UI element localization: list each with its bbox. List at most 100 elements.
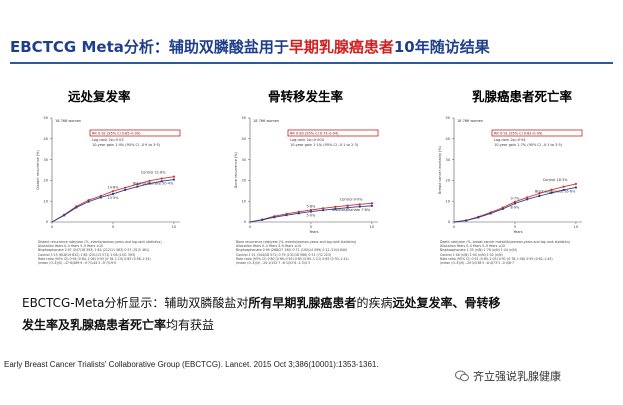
data-point [370,204,373,207]
y-axis-label: Breast cancer mortality (%) [438,145,442,194]
data-point [489,212,492,215]
chart-svg: 0 10 20 30 40 50 0 5 10 Years Breast cancer mortal… [438,116,583,234]
end-label-bisphosphonate: Bisphosphonate 7·8% [332,208,371,212]
data-point [574,186,577,189]
data-point [124,188,127,191]
y-tick-label: 10 [242,199,246,203]
data-point [346,206,349,209]
mid-label-control: 5·8% [306,204,316,208]
summary-part: EBCTCG-Meta分析显示：辅助双膦酸盐对 [22,296,249,310]
data-point [562,185,565,188]
data-point [334,207,337,210]
rr-text: RR 0·83 (95% CI 0·73–0·94) [290,131,339,135]
x-tick-label: 0 [51,225,53,229]
summary-text: EBCTCG-Meta分析显示：辅助双膦酸盐对所有早期乳腺癌患者的疾病远处复发率… [22,292,602,336]
data-point [346,204,349,207]
wechat-icon [455,370,469,382]
table-row: Bisphosphonate 1·35 (n/N) 1·76 (n/N) 1·4… [440,248,517,253]
panel-title-distant: 远处复发率 [68,89,131,104]
rr-highlight-box [491,129,583,137]
y-tick-label: 50 [242,116,246,120]
end-label-bisphosphonate: Bisphosphonate 16·6% [535,189,576,193]
data-point [574,182,578,186]
table-row: Bisphosphonate 2·97 (547/18 393) 1·84 (2… [38,248,150,253]
gain-text: 10-year gain 1·1% (95% CI –0·1 to 2·3) [290,143,359,147]
table-row: Allocation Years 0–4 Years 5–9 Years ≥10 [236,244,302,249]
brand-name: 齐立强说乳腺健康 [473,370,561,383]
data-point [538,192,541,195]
mid-label-bisphosphonate: 5·0% [306,214,316,218]
data-point [285,214,288,217]
data-point [63,214,66,217]
data-point [322,209,325,212]
table-row: Control 1·48 (n/N) 1·94 (n/N) 1·52 (n/N) [440,252,503,257]
y-tick-label: 20 [44,179,48,183]
data-point [148,182,151,185]
table-row: (mean (O–E)/V) –20·5/238·5 –8·4/73·3 –0·… [440,261,514,266]
table-row: Bisphosphonate 0·99 (268/27 190) 0·71 (1… [236,248,348,253]
data-point [160,177,163,180]
y-tick-label: 10 [44,199,48,203]
data-point [111,190,115,193]
y-tick-label: 30 [44,158,48,162]
data-point [562,188,565,191]
data-point [309,210,312,213]
data-point [358,203,361,206]
data-point [526,196,529,199]
table-row: Death rate/year (%, breast cancer mortal… [440,240,571,244]
end-label-bisphosphonate: Bisphosphonate 20·4% [133,182,174,186]
title-divider [10,62,613,64]
brand-watermark: 齐立强说乳腺健康 [455,368,561,384]
table-row: Allocation Years 0–4 Years 5–9 Years ≥10 [38,244,104,249]
data-point [513,202,516,205]
data-point [334,205,337,208]
chart-distant-recurrence: 0 10 20 30 40 50 0 5 10 Distant recurrence (%) 18 … [30,110,200,288]
summary-part: 的疾病 [356,296,393,310]
y-tick-label: 0 [244,220,246,224]
y-tick-label: 40 [446,137,450,141]
data-point [87,200,90,203]
y-tick-label: 30 [242,158,246,162]
data-point [172,175,176,178]
data-point [297,212,300,215]
rr-text: RR 0·92 (95% CI 0·85–0·99) [92,131,141,135]
gain-text: 10-year gain 1·4% (95% CI –0·9 to 3·5) [92,143,161,147]
title-text: EBCTCG Meta分析：辅助双膦酸盐用于 [10,38,289,56]
citation: Early Breast Cancer Trialists' Collabora… [4,360,379,369]
data-point [477,216,480,219]
chart-table: Distant recurrence rate/year (%, events/… [38,240,198,265]
table-row: Control 1·21 (344/28 571) 0·79 (131/16 5… [236,252,332,257]
x-axis-label: Years [513,230,522,234]
y-tick-label: 40 [44,137,48,141]
data-point [501,207,504,210]
x-tick-label: 10 [172,225,176,229]
rr-highlight-box [89,129,181,137]
data-point [538,195,541,197]
mid-label-bisphosphonate: 8·9% [510,205,520,209]
table-row: Rate ratio (95% CI) 0·80 (0·69–0·93) 0·8… [236,256,349,261]
data-point [550,188,553,191]
y-tick-label: 30 [446,158,450,162]
slide-title: EBCTCG Meta分析：辅助双膦酸盐用于早期乳腺癌患者10年随访结果 [10,36,490,57]
chart-table: Bone recurrence rate/year (%, events/wom… [236,240,396,265]
x-tick-label: 5 [310,225,312,229]
y-tick-label: 20 [242,179,246,183]
mid-label-bisphosphonate: 13·5% [107,196,119,200]
y-tick-label: 20 [446,179,450,183]
data-point [273,216,276,219]
y-tick-label: 50 [44,116,48,120]
summary-part: 均有获益 [166,318,215,332]
y-axis-label: Distant recurrence (%) [36,150,40,190]
chart-breast-cancer-mortality: 0 10 20 30 40 50 0 5 10 Years Breast cancer mortal… [432,110,602,288]
x-tick-label: 5 [112,225,114,229]
data-point [148,179,151,182]
table-row: (mean (O–E)/V) –47·6/489·9 –9·7/144·3 –9… [38,261,117,266]
logrank-text: Log-rank 2p=0·04 [494,138,526,142]
logrank-text: Log-rank 2p=0·03 [92,138,124,142]
y-tick-label: 0 [448,220,450,224]
data-point [322,207,325,210]
summary-line-2: 发生率及乳腺癌患者死亡率均有获益 [22,314,602,336]
gain-text: 10-year gain 1·7% (95% CI –0·1 to 3·5) [494,143,563,147]
chart-bone-recurrence: 0 10 20 30 40 50 0 5 10 Years Bone recurrence (%) 1… [228,110,398,288]
data-point [309,208,313,212]
